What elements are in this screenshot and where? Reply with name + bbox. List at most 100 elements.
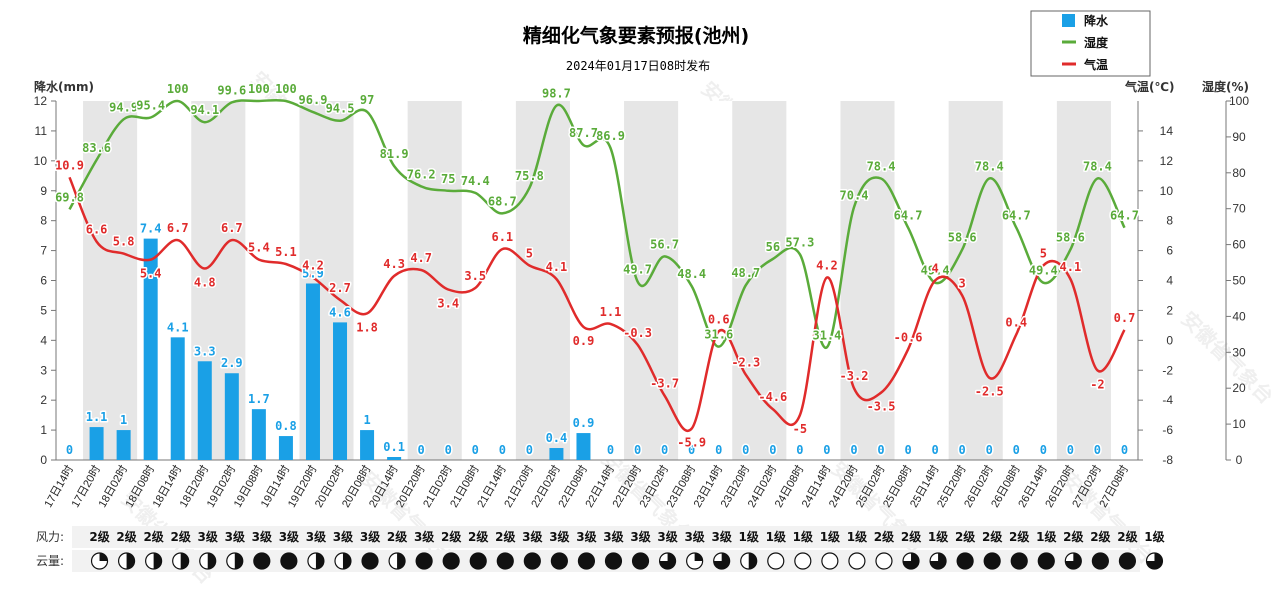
temperature-label: 0.9 — [573, 334, 595, 348]
legend-label-temp: 气温 — [1083, 57, 1108, 72]
humidity-label: 58.6 — [1056, 231, 1085, 245]
cloud-fill — [903, 553, 920, 569]
cloud-cover-icon — [1010, 552, 1028, 570]
cloud-fill — [551, 553, 568, 569]
temperature-label: -2.5 — [975, 385, 1004, 399]
cloud-fill — [1011, 553, 1028, 569]
chart-title: 精细化气象要素预报(池州) — [523, 24, 749, 47]
temperature-label: 6.6 — [86, 223, 108, 237]
cloud-cover-icon — [767, 552, 785, 570]
precip-tick-label: 5 — [40, 303, 47, 317]
cloud-fill — [362, 553, 379, 569]
temperature-label: -3.2 — [840, 369, 869, 383]
temperature-label: 0.7 — [1114, 311, 1136, 325]
legend-label-humidity: 湿度 — [1084, 35, 1109, 50]
humidity-label: 100 — [167, 82, 189, 96]
temp-tick-label: 8 — [1166, 214, 1173, 228]
cloud-fill — [443, 553, 460, 569]
shaded-band — [624, 101, 679, 460]
temperature-label: 5 — [526, 247, 533, 261]
wind-level: 1级 — [1036, 529, 1056, 544]
temp-tick-label: 0 — [1166, 333, 1173, 347]
humidity-label: 48.7 — [731, 266, 760, 280]
temperature-label: -2.3 — [731, 356, 760, 370]
humidity-label: 75.8 — [515, 169, 544, 183]
wind-level: 1级 — [820, 529, 840, 544]
precip-label: 0 — [661, 443, 668, 457]
temperature-label: 5 — [1040, 247, 1047, 261]
humidity-tick-label: 20 — [1232, 381, 1246, 395]
cloud-fill — [1146, 553, 1163, 569]
precip-label: 0.1 — [383, 440, 405, 454]
wind-level: 1级 — [1144, 529, 1164, 544]
humidity-label: 100 — [275, 82, 297, 96]
cloud-cover-icon — [875, 552, 893, 570]
cloud-cover-icon — [929, 552, 947, 570]
precip-tick-label: 4 — [40, 333, 47, 347]
humidity-label: 57.3 — [785, 235, 814, 249]
cloud-cover-icon — [550, 552, 568, 570]
precip-label: 0 — [1040, 443, 1047, 457]
wind-level: 2级 — [874, 529, 894, 544]
humidity-label: 74.4 — [461, 174, 490, 188]
precip-label: 1 — [363, 413, 370, 427]
humidity-label: 64.7 — [1110, 209, 1139, 223]
precip-label: 0 — [769, 443, 776, 457]
precip-bar — [89, 427, 104, 460]
humidity-label: 86.9 — [596, 129, 625, 143]
temperature-label: 4.1 — [1060, 260, 1082, 274]
humidity-tick-label: 70 — [1232, 202, 1246, 216]
precip-tick-label: 8 — [40, 214, 47, 228]
precip-bar — [224, 373, 239, 460]
precip-label: 1 — [120, 413, 127, 427]
cloud-fill — [153, 553, 162, 569]
precip-label: 0.4 — [546, 431, 568, 445]
cloud-outline — [767, 552, 785, 570]
shaded-band — [1056, 101, 1111, 460]
wind-level: 3级 — [279, 529, 299, 544]
wind-level: 2级 — [955, 529, 975, 544]
temperature-label: 4.2 — [816, 259, 838, 273]
temp-tick-label: 2 — [1166, 303, 1173, 317]
temp-tick-label: 12 — [1160, 154, 1174, 168]
legend-box — [1030, 10, 1151, 77]
cloud-fill — [253, 553, 270, 569]
temperature-label: 3 — [959, 276, 966, 290]
temperature-label: 6.1 — [491, 230, 513, 244]
cloud-outline — [875, 552, 893, 570]
temperature-label: -0.6 — [894, 330, 923, 344]
temperature-label: 0.6 — [708, 312, 730, 326]
wind-level: 1级 — [928, 529, 948, 544]
temp-tick-label: 6 — [1166, 244, 1173, 258]
temp-tick-label: 4 — [1166, 274, 1173, 288]
precip-label: 0 — [850, 443, 857, 457]
temperature-label: 10.9 — [55, 158, 84, 172]
precip-tick-label: 7 — [40, 244, 47, 258]
cloud-fill — [713, 553, 730, 569]
wind-level: 2级 — [116, 529, 136, 544]
humidity-label: 31.6 — [704, 328, 733, 342]
wind-row-background — [72, 526, 1140, 548]
wind-level: 2级 — [89, 529, 109, 544]
lines — [68, 98, 1126, 433]
cloud-fill — [1119, 553, 1136, 569]
temp-tick-label: -4 — [1162, 393, 1173, 407]
cloud-fill — [180, 553, 189, 569]
precip-label: 0 — [904, 443, 911, 457]
temperature-label: 2.7 — [329, 281, 351, 295]
cloud-fill — [397, 553, 406, 569]
wind-level: 1级 — [793, 529, 813, 544]
precip-tick-label: 12 — [34, 94, 48, 108]
precip-label: 0 — [634, 443, 641, 457]
humidity-label: 49.4 — [921, 264, 950, 278]
wind-level: 3级 — [225, 529, 245, 544]
cloud-cover-icon — [334, 552, 352, 570]
cloud-cover-icon — [145, 552, 163, 570]
humidity-label: 99.6 — [217, 83, 246, 97]
cloud-fill — [315, 553, 324, 569]
precip-label: 0 — [1067, 443, 1074, 457]
precip-label: 0 — [715, 443, 722, 457]
precip-tick-label: 11 — [35, 124, 48, 138]
precip-bar — [116, 430, 131, 460]
humidity-label: 78.4 — [867, 160, 896, 174]
